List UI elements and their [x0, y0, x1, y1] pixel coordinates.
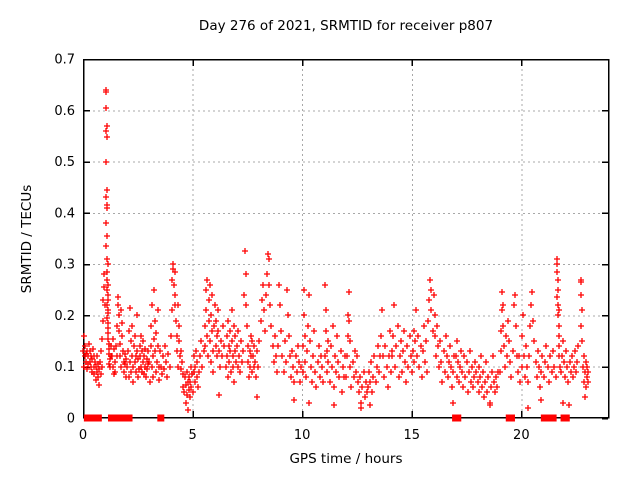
plot-border — [82, 58, 610, 419]
y-tick-label: 0.5 — [54, 155, 75, 170]
data-point-zero-cluster — [157, 414, 165, 422]
x-tick-label: 0 — [79, 428, 87, 443]
data-point-zero-cluster — [94, 414, 102, 422]
data-point-zero-cluster — [454, 414, 462, 422]
y-tick-label: 0 — [67, 412, 75, 427]
chart-title: Day 276 of 2021, SRMTID for receiver p80… — [198, 18, 494, 34]
x-axis-label: GPS time / hours — [289, 451, 403, 467]
y-tick-label: 0.3 — [54, 258, 75, 273]
data-point-zero-cluster — [549, 414, 557, 422]
data-point-zero-cluster — [562, 414, 570, 422]
data-point-zero-cluster — [114, 414, 122, 422]
x-tick-label: 5 — [188, 428, 196, 443]
x-tick-label: 10 — [294, 428, 311, 443]
data-points-plus-markers — [80, 87, 591, 413]
y-tick-label: 0.4 — [54, 206, 75, 221]
y-tick-label: 0.6 — [54, 104, 75, 119]
data-point-zero-cluster — [507, 414, 515, 422]
y-tick-label: 0.7 — [54, 53, 75, 68]
x-tick-label: 20 — [513, 428, 530, 443]
y-tick-label: 0.2 — [54, 309, 75, 324]
y-tick-label: 0.1 — [54, 360, 75, 375]
data-point-zero-cluster — [125, 414, 133, 422]
data-point-zero-cluster — [543, 414, 551, 422]
x-tick-label: 15 — [403, 428, 420, 443]
